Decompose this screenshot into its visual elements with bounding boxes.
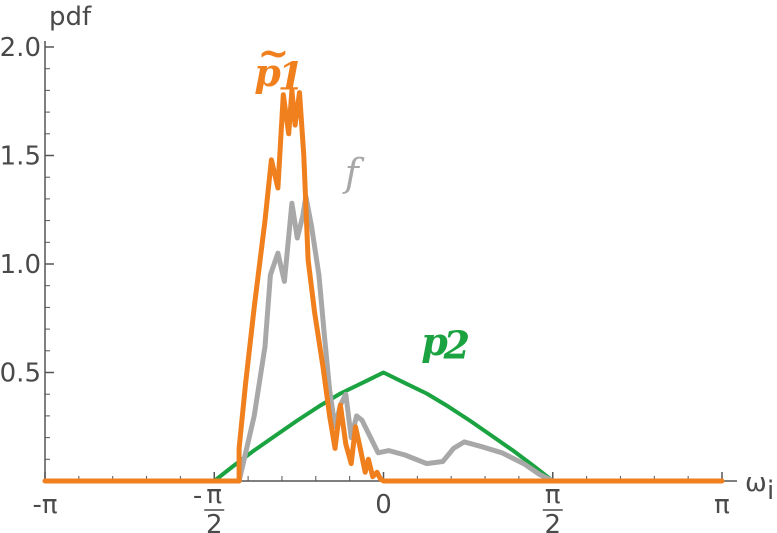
- x-axis-title-subscript: i: [767, 476, 774, 506]
- series-label-p1: p1~: [254, 30, 304, 99]
- y-tick-label: 1.0: [0, 250, 41, 280]
- y-tick-label: 1.5: [0, 142, 41, 172]
- x-tick-label: - π2: [193, 480, 225, 533]
- series-label-accent: ~: [258, 30, 290, 75]
- series-label-main: p: [421, 319, 448, 364]
- labels-layer: p1~fp2: [254, 30, 470, 367]
- x-axis-title: ω: [745, 468, 767, 498]
- y-axis-title: pdf: [49, 2, 92, 32]
- y-tick-label: 2.0: [0, 33, 41, 63]
- x-tick-label: π: [714, 490, 730, 520]
- x-tick-label-numerator: π: [545, 480, 561, 510]
- x-tick-label: -π: [32, 490, 57, 520]
- x-tick-label: 0: [375, 490, 392, 520]
- series-label-subscript: 2: [443, 322, 470, 367]
- series-label-main: p: [254, 50, 281, 95]
- x-tick-label-denominator: 2: [206, 510, 223, 533]
- series-label-main: f: [342, 151, 365, 195]
- x-tick-label-denominator: 2: [544, 510, 561, 533]
- series-line-p2: [43, 370, 724, 483]
- series-label-f: f: [342, 151, 365, 195]
- x-tick-label-numerator: π: [206, 480, 222, 510]
- series-layer: [42, 87, 725, 484]
- x-tick-label: π2: [542, 480, 563, 533]
- series-label-p2: p2: [421, 319, 470, 367]
- series-line-p1: [42, 87, 725, 484]
- series-line-f: [236, 194, 556, 484]
- series-label-subscript: 1: [278, 53, 304, 98]
- y-tick-label: 0.5: [0, 359, 41, 389]
- x-tick-label-sign: -: [193, 481, 202, 511]
